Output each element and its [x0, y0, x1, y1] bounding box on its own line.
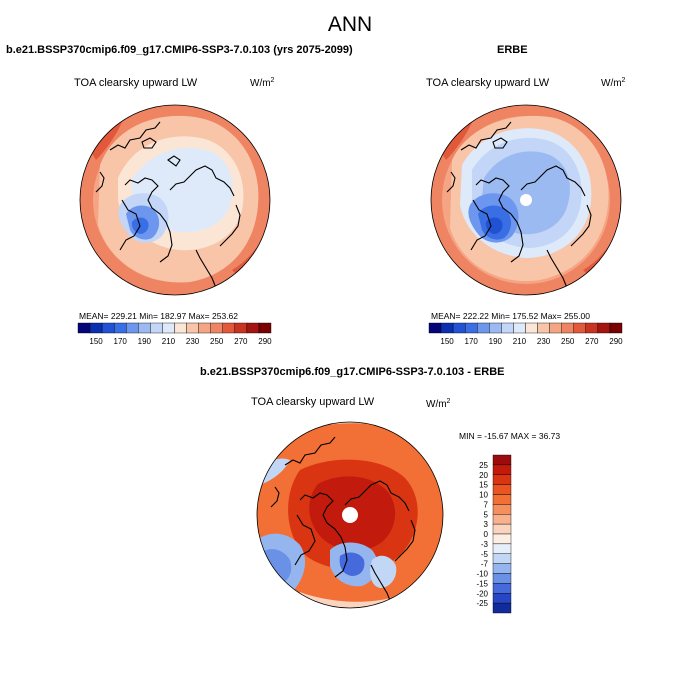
colorbar-swatch — [492, 543, 512, 554]
colorbar-swatch — [440, 322, 454, 334]
colorbar-swatch — [258, 322, 272, 334]
colorbar-tick-label: -15 — [476, 579, 488, 588]
colorbar-tick-label: 150 — [440, 337, 454, 346]
colorbar-tick-label: 15 — [479, 481, 488, 490]
colorbar-swatch — [162, 322, 175, 334]
colorbar-swatch — [150, 322, 163, 334]
colorbar-swatch — [492, 454, 512, 466]
panel2-title: ERBE — [497, 44, 528, 56]
colorbar-tick-label: 150 — [89, 337, 103, 346]
colorbar-swatch — [452, 322, 466, 334]
colorbar-swatch — [501, 322, 514, 334]
panel2-map — [430, 104, 622, 296]
colorbar-tick-label: 210 — [162, 337, 176, 346]
colorbar-tick-label: 170 — [114, 337, 128, 346]
panel3-units: W/m2 — [426, 398, 451, 410]
colorbar-swatch — [138, 322, 151, 334]
colorbar-swatch — [101, 322, 115, 334]
colorbar-swatch — [492, 474, 512, 485]
colorbar-swatch — [573, 322, 587, 334]
colorbar-swatch — [492, 573, 512, 584]
colorbar-swatch — [77, 322, 91, 334]
colorbar-swatch — [198, 322, 211, 334]
colorbar-tick-label: 270 — [585, 337, 599, 346]
panel2-units: W/m2 — [601, 77, 626, 89]
colorbar-swatch — [222, 322, 236, 334]
panel1-title: b.e21.BSSP370cmip6.f09_g17.CMIP6-SSP3-7.… — [6, 44, 353, 56]
colorbar-tick-label: 250 — [210, 337, 224, 346]
panel3-map — [256, 421, 444, 609]
colorbar-swatch — [549, 322, 562, 334]
colorbar-tick-label: 0 — [484, 530, 489, 539]
colorbar-tick-label: 20 — [479, 471, 488, 480]
colorbar-tick-label: -25 — [476, 599, 488, 608]
colorbar-swatch — [234, 322, 248, 334]
colorbar-swatch — [525, 322, 538, 334]
figure-title: ANN — [327, 13, 373, 36]
colorbar-swatch — [513, 322, 526, 334]
colorbar-swatch — [492, 504, 512, 515]
colorbar-swatch — [113, 322, 127, 334]
panel2-variable: TOA clearsky upward LW — [426, 77, 550, 89]
colorbar-tick-label: 190 — [489, 337, 503, 346]
colorbar-swatch — [492, 563, 512, 574]
colorbar-swatch — [585, 322, 599, 334]
colorbar-tick-label: 3 — [484, 520, 489, 529]
colorbar-swatch — [492, 514, 512, 525]
colorbar-swatch — [464, 322, 478, 334]
colorbar-tick-label: 7 — [484, 500, 489, 509]
panel2-colorbar: 150 170 190 210 230 250 270 290 — [428, 322, 623, 346]
panel1-map — [79, 104, 271, 296]
panel3-variable: TOA clearsky upward LW — [251, 396, 375, 408]
colorbar-swatch — [126, 322, 139, 334]
colorbar-swatch — [492, 553, 512, 564]
panel1-colorbar: 150 170 190 210 230 250 270 290 — [77, 322, 272, 346]
colorbar-swatch — [492, 583, 512, 594]
panel3-title: b.e21.BSSP370cmip6.f09_g17.CMIP6-SSP3-7.… — [200, 366, 505, 378]
colorbar-tick-label: 230 — [186, 337, 200, 346]
colorbar-tick-label: 250 — [561, 337, 575, 346]
colorbar-swatch — [489, 322, 502, 334]
panel1-units: W/m2 — [250, 77, 275, 89]
colorbar-tick-label: 5 — [484, 510, 489, 519]
colorbar-swatch — [477, 322, 490, 334]
colorbar-tick-label: -3 — [481, 540, 489, 549]
colorbar-swatch — [492, 593, 512, 604]
colorbar-tick-label: 290 — [258, 337, 272, 346]
colorbar-swatch — [609, 322, 623, 334]
colorbar-tick-label: 190 — [138, 337, 152, 346]
colorbar-tick-label: 270 — [234, 337, 248, 346]
colorbar-tick-label: 210 — [513, 337, 527, 346]
colorbar-tick-label: -7 — [481, 560, 489, 569]
colorbar-tick-label: -5 — [481, 550, 489, 559]
colorbar-tick-label: 230 — [537, 337, 551, 346]
colorbar-swatch — [492, 484, 512, 495]
colorbar-swatch — [537, 322, 550, 334]
colorbar-tick-label: 170 — [465, 337, 479, 346]
colorbar-swatch — [186, 322, 199, 334]
colorbar-swatch — [89, 322, 103, 334]
colorbar-tick-label: 10 — [479, 491, 488, 500]
colorbar-swatch — [492, 494, 512, 505]
colorbar-swatch — [492, 523, 512, 535]
colorbar-tick-label: -10 — [476, 570, 488, 579]
colorbar-swatch — [246, 322, 260, 334]
colorbar-swatch — [428, 322, 442, 334]
colorbar-swatch — [210, 322, 223, 334]
colorbar-tick-label: 290 — [609, 337, 623, 346]
colorbar-swatch — [492, 533, 512, 545]
colorbar-swatch — [492, 602, 512, 614]
colorbar-swatch — [597, 322, 611, 334]
colorbar-swatch — [174, 322, 187, 334]
colorbar-tick-label: -20 — [476, 589, 488, 598]
colorbar-swatch — [492, 464, 512, 475]
colorbar-swatch — [561, 322, 574, 334]
panel3-stats: MIN = -15.67 MAX = 36.73 — [459, 431, 561, 441]
panel2-stats: MEAN= 222.22 Min= 175.52 Max= 255.00 — [431, 311, 591, 321]
colorbar-tick-label: 25 — [479, 461, 488, 470]
panel1-variable: TOA clearsky upward LW — [74, 77, 198, 89]
panel1-stats: MEAN= 229.21 Min= 182.97 Max= 253.62 — [79, 311, 239, 321]
